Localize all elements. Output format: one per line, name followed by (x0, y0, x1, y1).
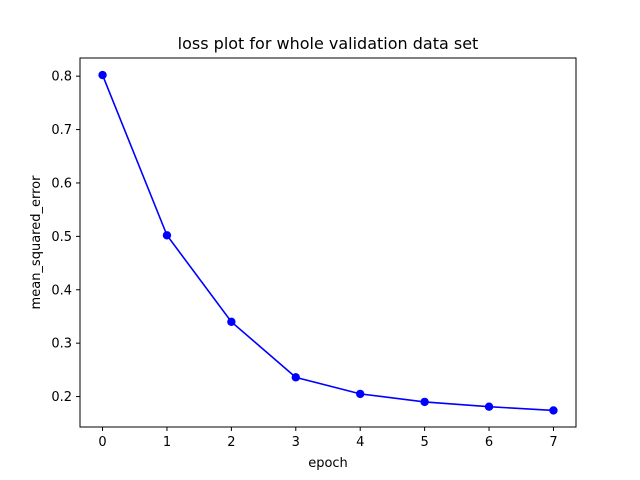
plot-frame (79, 57, 577, 428)
y-tick-label: 0.4 (51, 283, 72, 298)
x-tick-label: 7 (549, 435, 557, 450)
chart-title: loss plot for whole validation data set (178, 34, 479, 53)
data-point (549, 406, 558, 415)
data-point (356, 389, 365, 399)
x-tick-label: 6 (485, 435, 493, 450)
x-axis-label: epoch (308, 456, 348, 471)
x-tick-label: 4 (356, 435, 364, 450)
data-point (484, 402, 494, 411)
data-point (98, 70, 107, 80)
y-tick-label: 0.3 (51, 337, 72, 352)
x-tick-label: 3 (292, 435, 300, 450)
y-tick-label: 0.5 (51, 230, 72, 245)
x-axis: 0 1 2 3 4 5 6 7 (98, 427, 558, 450)
y-axis-label: mean_squared_error (29, 175, 44, 310)
x-tick-label: 5 (420, 435, 428, 450)
data-point (227, 317, 236, 327)
data-point (291, 373, 300, 382)
y-tick-label: 0.7 (51, 123, 72, 138)
y-tick-label: 0.2 (51, 390, 72, 405)
x-tick-label: 2 (227, 435, 235, 450)
x-tick-label: 0 (98, 435, 106, 450)
series-layer (98, 70, 558, 415)
y-tick-label: 0.8 (51, 70, 72, 85)
data-point (420, 397, 429, 407)
series-line (101, 74, 554, 412)
y-axis: 0.2 0.3 0.4 0.5 0.6 0.7 0.8 (51, 70, 80, 405)
y-tick-label: 0.6 (51, 176, 72, 191)
x-tick-label: 1 (163, 435, 171, 450)
data-point (162, 231, 172, 240)
